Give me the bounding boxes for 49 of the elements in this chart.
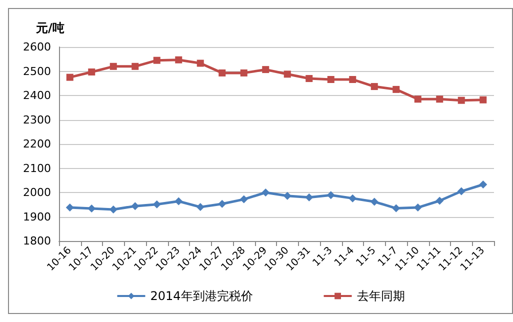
point xyxy=(175,56,182,64)
point xyxy=(436,96,444,103)
y-tick-label: 2000 xyxy=(23,186,51,199)
legend-label: 去年同期 xyxy=(356,289,405,303)
point xyxy=(436,196,444,205)
point xyxy=(283,192,292,200)
point xyxy=(457,187,466,196)
point xyxy=(218,69,226,76)
point xyxy=(88,68,96,76)
y-axis-title: 元/吨 xyxy=(35,21,64,35)
point xyxy=(196,203,204,212)
point xyxy=(240,195,248,204)
point xyxy=(152,200,161,208)
point xyxy=(132,62,139,70)
point xyxy=(262,188,270,196)
point xyxy=(370,198,378,206)
point xyxy=(218,200,226,208)
y-tick-label: 1900 xyxy=(23,210,51,224)
point xyxy=(240,69,248,76)
point xyxy=(262,66,270,74)
point xyxy=(392,204,400,212)
point xyxy=(131,202,140,210)
point xyxy=(479,180,488,188)
point xyxy=(414,96,422,103)
point xyxy=(174,197,183,206)
point xyxy=(66,204,74,212)
point xyxy=(327,76,334,83)
point xyxy=(196,60,204,67)
y-tick-label: 2100 xyxy=(23,162,51,175)
legend-label: 2014年到港完税价 xyxy=(150,289,253,303)
point xyxy=(348,194,357,202)
point xyxy=(306,75,313,82)
point xyxy=(305,193,314,202)
y-tick-label: 2500 xyxy=(23,64,51,78)
y-tick-label: 2600 xyxy=(23,40,51,54)
point xyxy=(458,96,465,104)
point xyxy=(326,191,335,200)
point xyxy=(66,74,74,81)
y-tick-label: 2300 xyxy=(23,113,51,126)
point xyxy=(392,86,400,93)
point xyxy=(153,56,160,64)
point xyxy=(110,62,117,70)
y-tick-label: 1800 xyxy=(23,234,51,248)
point xyxy=(480,96,487,104)
y-tick-label: 2400 xyxy=(23,89,51,102)
point xyxy=(284,70,291,78)
point xyxy=(349,76,356,83)
y-tick-label: 2200 xyxy=(23,138,51,150)
point xyxy=(370,83,378,90)
